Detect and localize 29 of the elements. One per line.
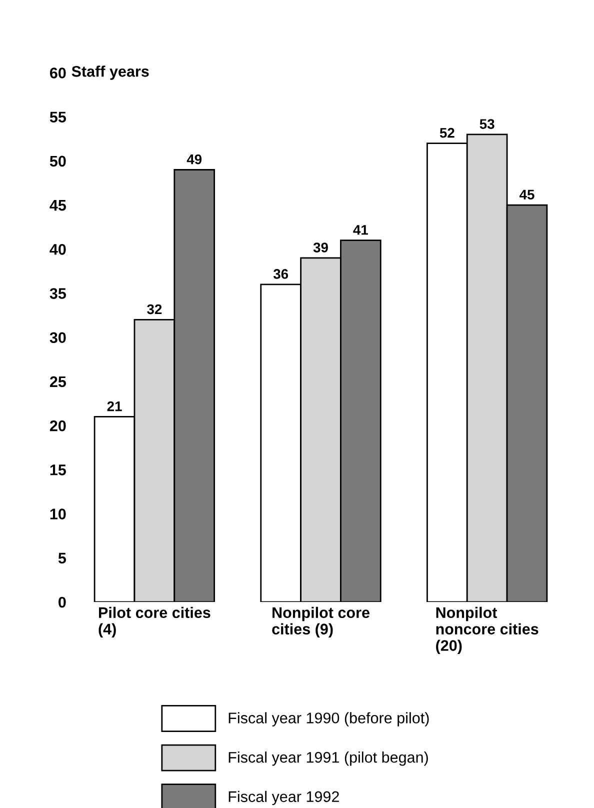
y-tick-label: 15 (50, 464, 66, 476)
x-tick-label: Nonpilot core cities (9) (272, 606, 370, 638)
data-label: 41 (353, 225, 368, 235)
data-label: 39 (313, 242, 328, 252)
y-tick-label: 50 (50, 156, 66, 167)
y-tick-label: 60 (50, 68, 66, 78)
y-tick-label: 25 (50, 376, 66, 388)
y-tick-label: 55 (50, 112, 66, 123)
y-tick-label: 10 (50, 508, 66, 520)
y-tick-label: 20 (50, 420, 66, 432)
data-label: 36 (273, 269, 288, 279)
y-tick-label: 30 (50, 332, 66, 344)
data-label: 52 (440, 128, 454, 138)
data-label: 45 (519, 190, 534, 200)
y-axis-title: Staff years (72, 66, 149, 80)
y-tick-label: 5 (58, 552, 66, 564)
legend-label: Fiscal year 1992 (228, 790, 339, 806)
x-tick-label: Nonpilot noncore cities (20) (436, 606, 538, 654)
data-label: 32 (147, 304, 162, 314)
legend-label: Fiscal year 1991 (pilot began) (228, 752, 428, 766)
y-tick-label: 35 (50, 288, 66, 299)
y-tick-label: 0 (58, 596, 66, 608)
legend-label: Fiscal year 1990 (before pilot) (228, 712, 429, 726)
x-tick-label: Pilot core cities (4) (98, 606, 210, 638)
data-label: 21 (107, 401, 122, 412)
y-tick-label: 40 (50, 244, 66, 255)
y-tick-label: 45 (50, 200, 66, 211)
data-label: 49 (186, 154, 202, 164)
data-label: 53 (480, 119, 494, 129)
